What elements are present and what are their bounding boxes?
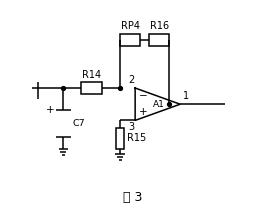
Text: 1: 1 [183, 91, 189, 101]
Text: +: + [45, 105, 54, 115]
FancyBboxPatch shape [81, 82, 102, 94]
Text: +: + [139, 107, 148, 117]
Text: 2: 2 [128, 75, 134, 85]
FancyBboxPatch shape [116, 128, 124, 149]
Text: R15: R15 [127, 133, 146, 143]
Text: −: − [139, 91, 148, 101]
FancyBboxPatch shape [120, 34, 140, 46]
Text: C7: C7 [73, 119, 85, 128]
Text: A1: A1 [153, 100, 165, 109]
FancyBboxPatch shape [149, 34, 169, 46]
Text: R14: R14 [82, 70, 101, 80]
Text: R16: R16 [150, 21, 169, 31]
Text: RP4: RP4 [121, 21, 140, 31]
Text: 图 3: 图 3 [123, 191, 143, 204]
Text: 3: 3 [128, 122, 134, 132]
